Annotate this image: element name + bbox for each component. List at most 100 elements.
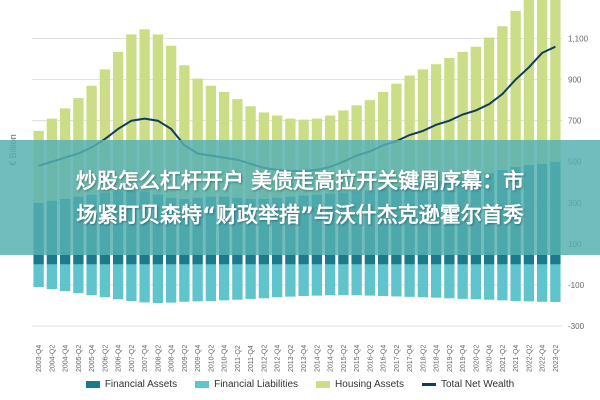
x-tick-label: 2021-Q4: [513, 345, 520, 372]
bar-financial-liabilities: [298, 264, 309, 297]
x-tick-label: 2006-Q4: [116, 345, 123, 372]
x-tick-label: 2018-Q2: [420, 345, 427, 372]
bar-housing-assets: [497, 26, 508, 170]
legend-swatch-housing-assets: [316, 380, 331, 388]
x-tick-label: 2023-Q2: [553, 345, 560, 372]
bar-financial-liabilities: [152, 264, 164, 304]
x-tick-label: 2017-Q2: [394, 345, 401, 372]
bar-financial-liabilities: [271, 264, 283, 298]
legend-label-financial-assets: Financial Assets: [104, 378, 178, 390]
x-tick-label: 2014-Q2: [314, 345, 321, 372]
x-tick-label: 2022-Q2: [526, 345, 533, 372]
legend-swatch-financial-liabilities: [195, 380, 210, 388]
bar-housing-assets: [192, 78, 203, 198]
x-tick-label: 2010-Q4: [222, 345, 229, 372]
legend-item-housing-assets: Housing Assets: [316, 379, 404, 390]
bar-financial-liabilities: [338, 264, 349, 296]
bar-financial-liabilities: [245, 264, 256, 299]
bar-financial-liabilities: [33, 264, 44, 287]
headline-line-1[interactable]: 炒股怎么杠杆开户 美债走高拉开关键周序幕：市: [75, 168, 525, 193]
legend-line-total-net-wealth: [421, 382, 436, 386]
x-tick-label: 2013-Q4: [301, 345, 308, 372]
bar-financial-liabilities: [285, 264, 296, 297]
bar-financial-liabilities: [179, 264, 190, 302]
x-tick-label: 2013-Q2: [288, 345, 295, 372]
headline-banner[interactable]: 炒股怎么杠杆开户 美债走高拉开关键周序幕：市 场紧盯贝森特“财政举措”与沃什杰克…: [0, 140, 600, 255]
bar-housing-assets: [139, 29, 150, 192]
x-tick-label: 2019-Q2: [447, 345, 454, 372]
legend-item-financial-liabilities: Financial Liabilities: [195, 379, 298, 390]
legend-swatch-financial-assets: [85, 380, 100, 388]
x-tick-label: 2021-Q2: [500, 345, 507, 372]
bar-financial-liabilities: [377, 264, 389, 297]
y-tick-label: -100: [568, 281, 585, 290]
bar-housing-assets: [523, 0, 535, 165]
bar-housing-assets: [404, 75, 415, 185]
x-tick-label: 2010-Q2: [208, 345, 215, 372]
bar-financial-liabilities: [86, 264, 97, 296]
bar-financial-liabilities: [457, 264, 468, 299]
x-tick-label: 2006-Q2: [102, 345, 109, 372]
bar-financial-liabilities: [391, 264, 402, 297]
bar-housing-assets: [126, 34, 137, 191]
bar-financial-liabilities: [430, 264, 442, 298]
bar-housing-assets: [510, 10, 521, 167]
bar-financial-liabilities: [417, 264, 429, 298]
bar-financial-liabilities: [404, 264, 415, 297]
bar-financial-liabilities: [99, 264, 111, 298]
bar-housing-assets: [99, 69, 111, 193]
bar-financial-liabilities: [232, 264, 243, 300]
bar-financial-liabilities: [510, 264, 521, 301]
x-tick-label: 2011-Q2: [235, 345, 242, 372]
bar-financial-liabilities: [112, 264, 124, 300]
bar-financial-liabilities: [73, 264, 84, 294]
x-tick-label: 2017-Q4: [407, 345, 414, 372]
bar-financial-liabilities: [139, 264, 150, 303]
bar-financial-liabilities: [165, 264, 177, 303]
bar-financial-liabilities: [46, 264, 58, 290]
headline-line-2[interactable]: 场紧盯贝森特“财政举措”与沃什杰克逊霍尔首秀: [76, 202, 524, 227]
x-tick-label: 2015-Q4: [354, 345, 361, 372]
bar-housing-assets: [179, 65, 190, 199]
legend-label-housing-assets: Housing Assets: [335, 378, 404, 390]
x-tick-label: 2004-Q4: [63, 345, 70, 372]
bar-financial-liabilities: [192, 264, 203, 302]
chart-legend: Financial Assets Financial Liabilities H…: [0, 374, 600, 394]
bar-financial-liabilities: [523, 264, 535, 302]
x-tick-label: 2004-Q2: [49, 345, 56, 372]
y-tick-label: 700: [568, 117, 582, 126]
bar-housing-assets: [165, 45, 177, 198]
x-tick-label: 2003-Q4: [36, 345, 43, 372]
bar-financial-liabilities: [364, 264, 376, 296]
bar-financial-liabilities: [126, 264, 137, 301]
bar-financial-liabilities: [444, 264, 455, 299]
x-tick-label: 2016-Q2: [367, 345, 374, 372]
x-tick-label: 2022-Q4: [540, 345, 547, 372]
x-tick-label: 2007-Q2: [129, 345, 136, 372]
x-tick-label: 2011-Q4: [248, 345, 255, 372]
x-tick-label: 2005-Q4: [89, 345, 96, 372]
x-tick-label: 2007-Q4: [142, 345, 149, 372]
x-tick-label: 2009-Q4: [195, 345, 202, 372]
y-tick-label: -300: [568, 322, 585, 331]
x-tick-label: 2008-Q4: [169, 345, 176, 372]
y-tick-label: 900: [568, 76, 582, 85]
bar-financial-liabilities: [470, 264, 482, 300]
bar-financial-liabilities: [218, 264, 230, 301]
legend-item-total-net-wealth: Total Net Wealth: [421, 379, 514, 390]
bar-housing-assets: [430, 64, 442, 182]
bar-housing-assets: [444, 58, 455, 180]
bar-housing-assets: [536, 0, 548, 164]
bar-housing-assets: [152, 34, 164, 195]
bar-financial-liabilities: [497, 264, 508, 301]
x-tick-label: 2020-Q4: [487, 345, 494, 372]
y-tick-label: 1,100: [568, 35, 589, 44]
bar-housing-assets: [391, 83, 402, 187]
bar-housing-assets: [550, 0, 561, 162]
bar-housing-assets: [417, 69, 429, 183]
bar-financial-liabilities: [351, 264, 362, 296]
bar-housing-assets: [112, 51, 124, 192]
x-tick-label: 2016-Q4: [381, 345, 388, 372]
x-tick-label: 2008-Q2: [155, 345, 162, 372]
